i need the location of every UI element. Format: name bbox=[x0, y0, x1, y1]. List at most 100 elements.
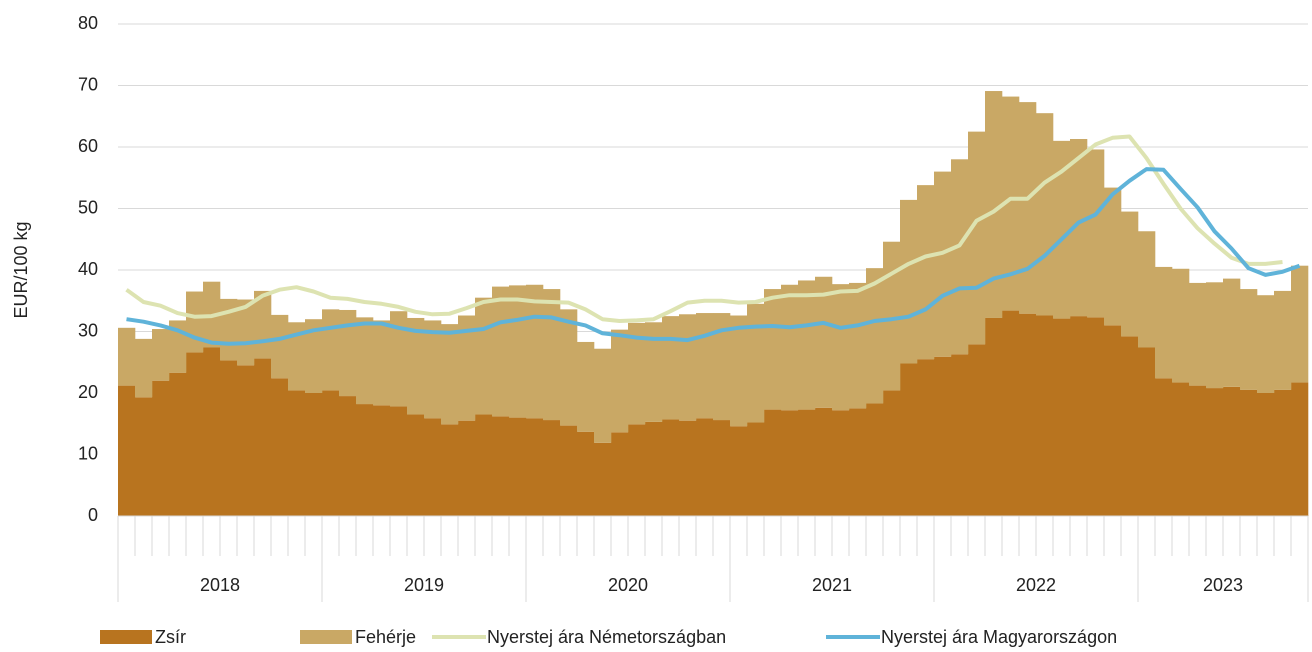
bar-segment bbox=[866, 403, 884, 516]
bar-segment bbox=[832, 284, 850, 411]
x-group-label: 2023 bbox=[1203, 575, 1243, 595]
y-tick-label: 70 bbox=[78, 74, 98, 94]
bar-segment bbox=[373, 405, 391, 516]
bar-segment bbox=[1036, 113, 1054, 316]
y-tick-label: 30 bbox=[78, 320, 98, 340]
bar-segment bbox=[1257, 393, 1275, 516]
bar-segment bbox=[271, 314, 289, 379]
bar-segment bbox=[679, 314, 697, 421]
bar-segment bbox=[305, 393, 323, 516]
bar-segment bbox=[1274, 389, 1292, 516]
bar-segment bbox=[390, 406, 408, 516]
bar-segment bbox=[118, 327, 136, 386]
legend-swatch bbox=[300, 630, 352, 644]
bar-segment bbox=[1155, 266, 1173, 379]
bar-segment bbox=[1087, 317, 1105, 516]
bar-segment bbox=[135, 397, 153, 516]
bar-segment bbox=[339, 309, 357, 397]
legend-label: Zsír bbox=[155, 627, 186, 647]
bar-segment bbox=[883, 390, 901, 516]
bar-segment bbox=[1070, 316, 1088, 516]
legend-label: Fehérje bbox=[355, 627, 416, 647]
bar-segment bbox=[628, 424, 646, 516]
bar-segment bbox=[985, 91, 1003, 318]
bar-segment bbox=[1002, 310, 1020, 516]
bar-segment bbox=[339, 396, 357, 516]
bar-segment bbox=[526, 418, 544, 516]
x-group-label: 2019 bbox=[404, 575, 444, 595]
bar-segment bbox=[390, 311, 408, 407]
bar-segment bbox=[135, 338, 153, 398]
bar-segment bbox=[1240, 289, 1258, 390]
bar-segment bbox=[849, 408, 867, 516]
bar-segment bbox=[492, 416, 510, 516]
bar-segment bbox=[1257, 295, 1275, 393]
bar-segment bbox=[356, 404, 374, 516]
bar-segment bbox=[662, 316, 680, 420]
bar-segment bbox=[764, 409, 782, 516]
bar-segment bbox=[917, 359, 935, 516]
y-tick-label: 40 bbox=[78, 259, 98, 279]
bar-segment bbox=[781, 284, 799, 411]
bar-segment bbox=[543, 420, 561, 516]
x-group-label: 2021 bbox=[812, 575, 852, 595]
bar-segment bbox=[1138, 231, 1156, 348]
bar-segment bbox=[866, 268, 884, 404]
bar-segment bbox=[203, 347, 221, 516]
bar-segment bbox=[900, 363, 918, 516]
y-tick-label: 50 bbox=[78, 197, 98, 217]
bar-segment bbox=[186, 291, 204, 353]
bar-segment bbox=[305, 319, 323, 393]
bar-segment bbox=[645, 322, 663, 422]
bar-segment bbox=[1223, 386, 1241, 516]
bar-segment bbox=[1036, 315, 1054, 516]
bar-segment bbox=[713, 420, 731, 516]
bar-segment bbox=[475, 297, 493, 415]
bar-segment bbox=[373, 320, 391, 406]
bar-segment bbox=[1206, 388, 1224, 516]
bar-segment bbox=[1274, 290, 1292, 390]
bar-segment bbox=[696, 313, 714, 419]
bar-segment bbox=[781, 410, 799, 516]
bar-segment bbox=[237, 299, 255, 366]
bar-segment bbox=[441, 424, 459, 516]
bar-segment bbox=[883, 241, 901, 391]
bar-segment bbox=[356, 317, 374, 405]
bar-segment bbox=[594, 348, 612, 443]
bar-segment bbox=[628, 322, 646, 425]
bar-segment bbox=[271, 378, 289, 516]
bar-segment bbox=[458, 315, 476, 421]
bar-segment bbox=[1053, 140, 1071, 319]
bar-segment bbox=[951, 354, 969, 516]
bar-segment bbox=[985, 317, 1003, 516]
bar-segment bbox=[611, 432, 629, 516]
bar-segment bbox=[424, 320, 442, 419]
bar-segment bbox=[322, 309, 340, 391]
bar-segment bbox=[1155, 378, 1173, 516]
bar-segment bbox=[968, 131, 986, 345]
bar-segment bbox=[407, 317, 425, 415]
bar-segment bbox=[169, 372, 187, 516]
bar-segment bbox=[594, 442, 612, 516]
bar-segment bbox=[696, 418, 714, 516]
bar-segment bbox=[1189, 385, 1207, 516]
bar-segment bbox=[662, 419, 680, 516]
bar-segment bbox=[611, 329, 629, 433]
y-tick-label: 10 bbox=[78, 443, 98, 463]
bar-segment bbox=[118, 385, 136, 516]
bar-segment bbox=[815, 276, 833, 408]
bar-segment bbox=[288, 322, 306, 391]
bar-segment bbox=[747, 303, 765, 423]
bar-segment bbox=[900, 199, 918, 364]
bar-segment bbox=[798, 280, 816, 410]
bar-segment bbox=[509, 417, 527, 516]
bar-segment bbox=[1121, 336, 1139, 516]
bar-segment bbox=[237, 365, 255, 516]
bar-segment bbox=[1053, 318, 1071, 516]
bar-segment bbox=[679, 420, 697, 516]
legend-label: Nyerstej ára Németországban bbox=[487, 627, 726, 647]
bar-segment bbox=[322, 390, 340, 516]
bar-segment bbox=[917, 185, 935, 360]
bar-segment bbox=[577, 341, 595, 432]
